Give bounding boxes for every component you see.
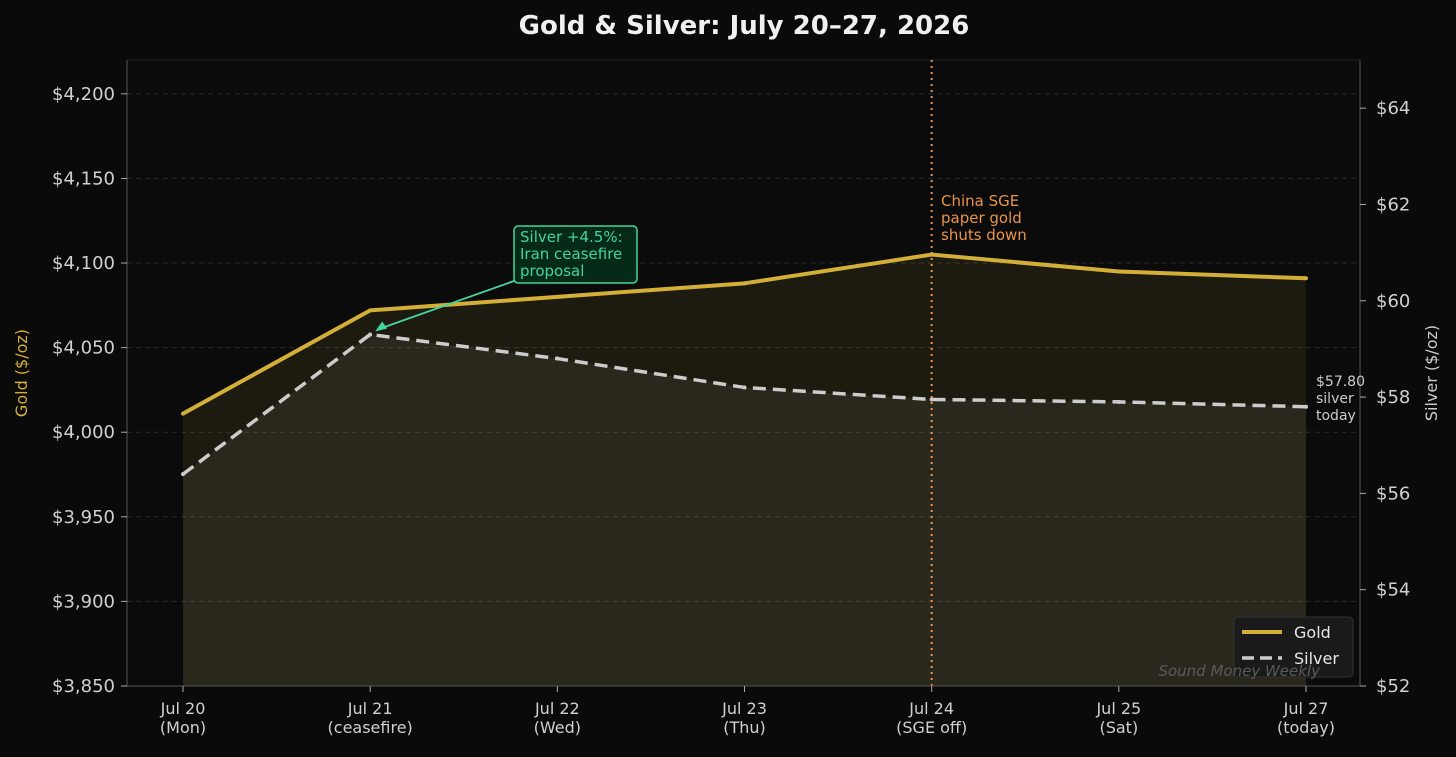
plot-area [126,59,1361,687]
x-tick-label-3: Jul 23 (Thu) [721,699,767,737]
silver-point-2 [555,356,560,361]
x-tick-label-5: Jul 25 (Sat) [1095,699,1141,737]
gold-tick-label-3: $4,000 [52,422,115,443]
ceasefire-annotation-arrow [382,280,515,329]
chart-title: Gold & Silver: July 20–27, 2026 [519,11,970,41]
x-tick-label-4: Jul 24 (SGE off) [896,699,967,737]
silver-point-3 [742,385,747,390]
x-tick-label-5-line-1: (Sat) [1099,718,1138,737]
silver-today-label-line-1: silver [1316,391,1354,407]
silver-axis-title: Silver ($/oz) [1422,325,1441,421]
silver-point-4 [929,397,934,402]
x-tick-label-1: Jul 21 (ceasefire) [328,699,413,737]
silver-tick-label-0: $52 [1376,676,1410,697]
legend-gold-label: Gold [1294,623,1331,642]
gold-area-fill [183,254,1306,686]
gold-point-1 [368,308,373,313]
gold-point-6 [1304,276,1308,281]
gold-tick-label-4: $4,050 [52,338,115,359]
x-tick-label-1-line-0: Jul 21 [347,699,393,718]
gold-point-2 [555,294,560,299]
x-tick-label-6-line-1: (today) [1277,718,1335,737]
silver-tick-label-6: $64 [1376,98,1410,119]
gold-point-4 [929,252,934,257]
gold-tick-label-5: $4,100 [52,253,115,274]
silver-point-6 [1304,404,1308,409]
ceasefire-annotation-text: Silver +4.5%: Iran ceasefire proposal [520,228,623,280]
ceasefire-annotation-text-line-1: Iran ceasefire [520,245,622,263]
ceasefire-annotation-arrowhead [375,321,388,332]
gold-point-3 [742,281,747,286]
gold-axis-title: Gold ($/oz) [12,329,31,417]
x-tick-label-0: Jul 20 (Mon) [160,699,206,737]
silver-today-label: $57.80 silver today [1316,374,1365,424]
silver-tick-label-5: $62 [1376,194,1410,215]
silver-tick-label-1: $54 [1376,580,1410,601]
gold-tick-label-1: $3,900 [52,591,115,612]
sge-annotation-text: China SGE paper gold shuts down [941,192,1027,244]
silver-point-0 [181,472,185,477]
silver-area-fill [183,334,1306,686]
ceasefire-annotation-box [513,225,638,284]
gold-point-0 [181,411,185,416]
silver-tick-label-4: $60 [1376,291,1410,312]
silver-point-5 [1116,399,1121,404]
x-tick-label-4-line-1: (SGE off) [896,718,967,737]
x-tick-label-5-line-0: Jul 25 [1095,699,1141,718]
gold-tick-label-6: $4,150 [52,168,115,189]
ceasefire-annotation-text-line-0: Silver +4.5%: [520,228,623,246]
silver-tick-label-3: $58 [1376,387,1410,408]
x-tick-label-3-line-0: Jul 23 [721,699,767,718]
silver-point-1 [368,332,373,337]
sge-annotation-text-line-1: paper gold [941,209,1022,227]
legend-silver-label: Silver [1294,649,1339,668]
x-tick-label-1-line-1: (ceasefire) [328,718,413,737]
x-tick-label-2-line-1: (Wed) [534,718,581,737]
silver-today-label-line-2: today [1316,408,1356,424]
x-tick-label-6-line-0: Jul 27 [1283,699,1329,718]
silver-tick-label-2: $56 [1376,483,1410,504]
x-tick-label-6: Jul 27 (today) [1277,699,1335,737]
gold-tick-label-2: $3,950 [52,507,115,528]
watermark-text: Sound Money Weekly [1158,662,1321,680]
sge-annotation-text-line-2: shuts down [941,226,1027,244]
x-tick-label-4-line-0: Jul 24 [908,699,954,718]
gold-point-5 [1116,269,1121,274]
x-tick-label-0-line-1: (Mon) [160,718,206,737]
gold-tick-label-7: $4,200 [52,84,115,105]
x-tick-label-0-line-0: Jul 20 [160,699,206,718]
x-tick-label-2-line-0: Jul 22 [534,699,580,718]
sge-annotation-text-line-0: China SGE [941,192,1019,210]
x-tick-label-3-line-1: (Thu) [723,718,766,737]
gold-tick-label-0: $3,850 [52,676,115,697]
ceasefire-annotation-text-line-2: proposal [520,262,584,280]
silver-today-label-line-0: $57.80 [1316,374,1365,390]
legend: Gold Silver [1233,616,1354,678]
x-tick-label-2: Jul 22 (Wed) [534,699,581,737]
